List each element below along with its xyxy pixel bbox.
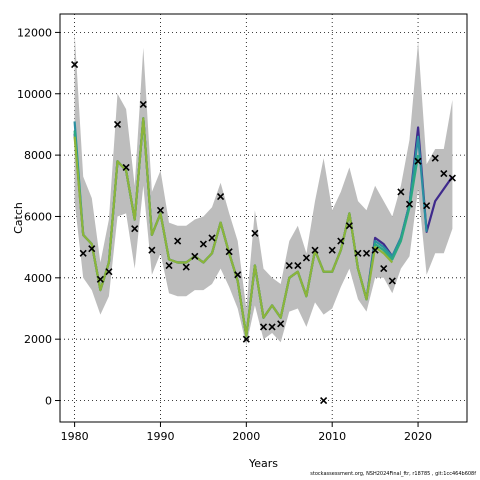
observed-point [156,206,165,214]
observed-point [148,246,156,254]
observed-point [371,246,379,254]
observed-point [182,263,190,271]
observed-point [337,237,345,245]
y-tick-label: 6000 [24,210,52,223]
observed-point [294,261,302,270]
confidence-band-area [74,32,453,346]
series-lines [73,117,454,338]
observed-point [259,323,268,331]
y-tick-label: 0 [45,395,52,408]
observed-point [139,100,147,109]
x-tick-label: 2000 [232,430,260,443]
observed-point [88,245,96,253]
series-line-4 [73,117,394,338]
observed-point [328,246,336,254]
y-tick-label: 10000 [17,88,52,101]
observed-point [285,261,293,270]
observed-point [397,188,405,196]
observed-point [431,154,439,162]
observed-point [242,335,250,343]
observed-point [380,265,388,273]
confidence-band [74,32,453,346]
x-axis: 1980 1990 2000 2010 2020 [61,422,432,443]
observed-catch-points [71,61,456,405]
observed-point [225,248,233,256]
observed-point [268,323,276,331]
observed-point [71,61,79,69]
observed-point [217,192,225,201]
observed-point [320,396,328,405]
observed-point [414,157,422,165]
x-axis-title: Years [248,457,278,470]
y-tick-label: 12000 [17,26,52,39]
observed-point [405,200,414,208]
observed-point [174,237,182,245]
plot-frame [59,13,468,423]
observed-point [354,249,362,257]
y-tick-label: 8000 [24,149,52,162]
observed-point [105,268,113,276]
observed-point [302,254,310,262]
observed-point [208,234,216,242]
observed-point [122,163,130,171]
observed-point [199,240,207,248]
observed-point [388,277,396,285]
x-tick-label: 2010 [318,430,346,443]
observed-point [448,174,456,182]
y-axis-title: Catch [12,202,25,234]
y-axis: 0 2000 4000 6000 8000 10000 12000 [17,26,60,408]
observed-point [191,252,199,260]
observed-point [345,222,353,230]
x-tick-label: 1980 [61,430,89,443]
observed-point [96,275,104,283]
observed-point [113,120,122,129]
y-tick-label: 4000 [24,272,52,285]
observed-point [440,169,448,178]
y-tick-label: 2000 [24,333,52,346]
observed-point [311,246,319,254]
observed-point [234,271,242,279]
x-tick-label: 2020 [404,430,432,443]
observed-point [362,249,371,257]
observed-point [131,225,139,233]
observed-point [277,320,285,328]
observed-point [251,229,259,237]
source-footer: stockassessment.org, NSH2024Final_ftr, r… [310,471,476,477]
observed-point [165,261,173,270]
observed-point [79,249,87,257]
x-tick-label: 1990 [146,430,174,443]
observed-point [423,202,431,210]
